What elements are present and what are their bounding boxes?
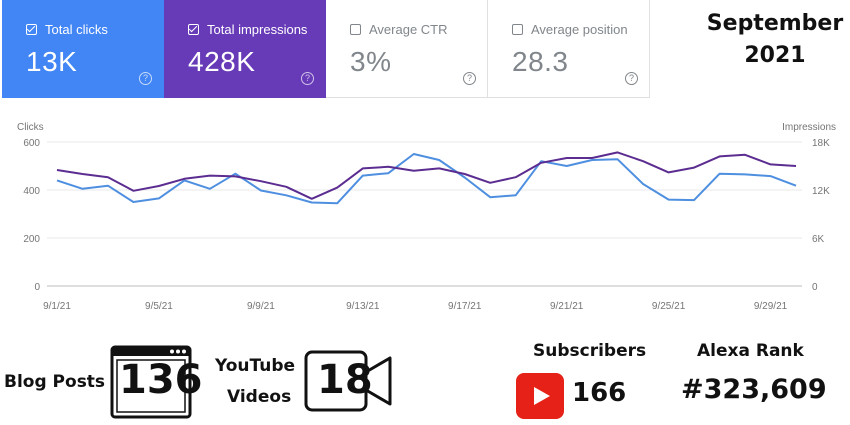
youtube-logo-icon bbox=[516, 373, 564, 419]
video-camera-icon bbox=[304, 350, 392, 412]
period-month: September bbox=[706, 11, 844, 36]
help-icon[interactable]: ? bbox=[139, 72, 152, 85]
total-impressions-toggle[interactable]: Total impressions bbox=[188, 22, 307, 37]
performance-chart: 0 0 200 6K 400 12K 600 18K Clicks Impressions 9/1/… bbox=[17, 122, 836, 312]
right-axis-tick-label: 12K bbox=[812, 186, 830, 197]
average-position-label: Average position bbox=[531, 22, 628, 37]
impressions-series-line bbox=[56, 151, 797, 200]
average-ctr-value: 3% bbox=[350, 46, 392, 77]
x-axis-tick-label: 9/5/21 bbox=[145, 301, 173, 312]
total-clicks-value: 13K bbox=[26, 46, 78, 77]
checkbox-checked-icon[interactable] bbox=[188, 24, 199, 35]
youtube-videos-label-2: Videos bbox=[227, 387, 292, 407]
average-ctr-toggle[interactable]: Average CTR bbox=[350, 22, 448, 37]
x-axis-tick-label: 9/1/21 bbox=[43, 301, 71, 312]
left-axis-tick-label: 400 bbox=[23, 186, 40, 197]
total-impressions-value: 428K bbox=[188, 46, 256, 77]
checkbox-unchecked-icon[interactable] bbox=[512, 24, 523, 35]
x-axis-tick-label: 9/9/21 bbox=[247, 301, 275, 312]
right-axis-tick-label: 6K bbox=[812, 234, 825, 245]
alexa-rank-value: #323,609 bbox=[681, 374, 827, 405]
left-axis-tick-label: 0 bbox=[34, 282, 40, 293]
subscribers-value: 166 bbox=[572, 378, 627, 408]
checkbox-unchecked-icon[interactable] bbox=[350, 24, 361, 35]
left-axis-tick-label: 200 bbox=[23, 234, 40, 245]
clicks-series-line bbox=[56, 153, 797, 205]
total-impressions-card[interactable]: Total impressions 428K ? bbox=[164, 0, 326, 98]
total-clicks-label: Total clicks bbox=[45, 22, 108, 37]
youtube-videos-label-1: YouTube bbox=[215, 356, 296, 376]
period-label: September 2021 bbox=[700, 8, 850, 72]
x-axis-tick-label: 9/17/21 bbox=[448, 301, 482, 312]
total-impressions-label: Total impressions bbox=[207, 22, 308, 37]
x-axis-tick-label: 9/25/21 bbox=[652, 301, 686, 312]
average-ctr-card[interactable]: Average CTR 3% ? bbox=[326, 0, 488, 98]
youtube-videos-value: 18 bbox=[317, 357, 373, 403]
total-clicks-card[interactable]: Total clicks 13K ? bbox=[2, 0, 164, 98]
total-clicks-toggle[interactable]: Total clicks bbox=[26, 22, 108, 37]
right-axis-tick-label: 18K bbox=[812, 138, 830, 149]
left-axis-label: Clicks bbox=[17, 122, 44, 133]
x-axis-tick-label: 9/21/21 bbox=[550, 301, 584, 312]
alexa-rank-label: Alexa Rank bbox=[697, 341, 804, 361]
blog-posts-label: Blog Posts bbox=[4, 372, 106, 392]
help-icon[interactable]: ? bbox=[625, 72, 638, 85]
average-position-toggle[interactable]: Average position bbox=[512, 22, 628, 37]
checkbox-checked-icon[interactable] bbox=[26, 24, 37, 35]
x-axis-tick-label: 9/29/21 bbox=[754, 301, 788, 312]
x-axis-tick-label: 9/13/21 bbox=[346, 301, 380, 312]
right-axis-label: Impressions bbox=[782, 122, 836, 133]
browser-window-icon bbox=[110, 345, 192, 419]
average-ctr-label: Average CTR bbox=[369, 22, 448, 37]
average-position-card[interactable]: Average position 28.3 ? bbox=[488, 0, 650, 98]
right-axis-tick-label: 0 bbox=[812, 282, 818, 293]
help-icon[interactable]: ? bbox=[463, 72, 476, 85]
blog-posts-value: 136 bbox=[119, 357, 203, 403]
help-icon[interactable]: ? bbox=[301, 72, 314, 85]
period-year: 2021 bbox=[744, 43, 806, 68]
average-position-value: 28.3 bbox=[512, 46, 569, 77]
left-axis-tick-label: 600 bbox=[23, 138, 40, 149]
subscribers-label: Subscribers bbox=[533, 341, 647, 361]
